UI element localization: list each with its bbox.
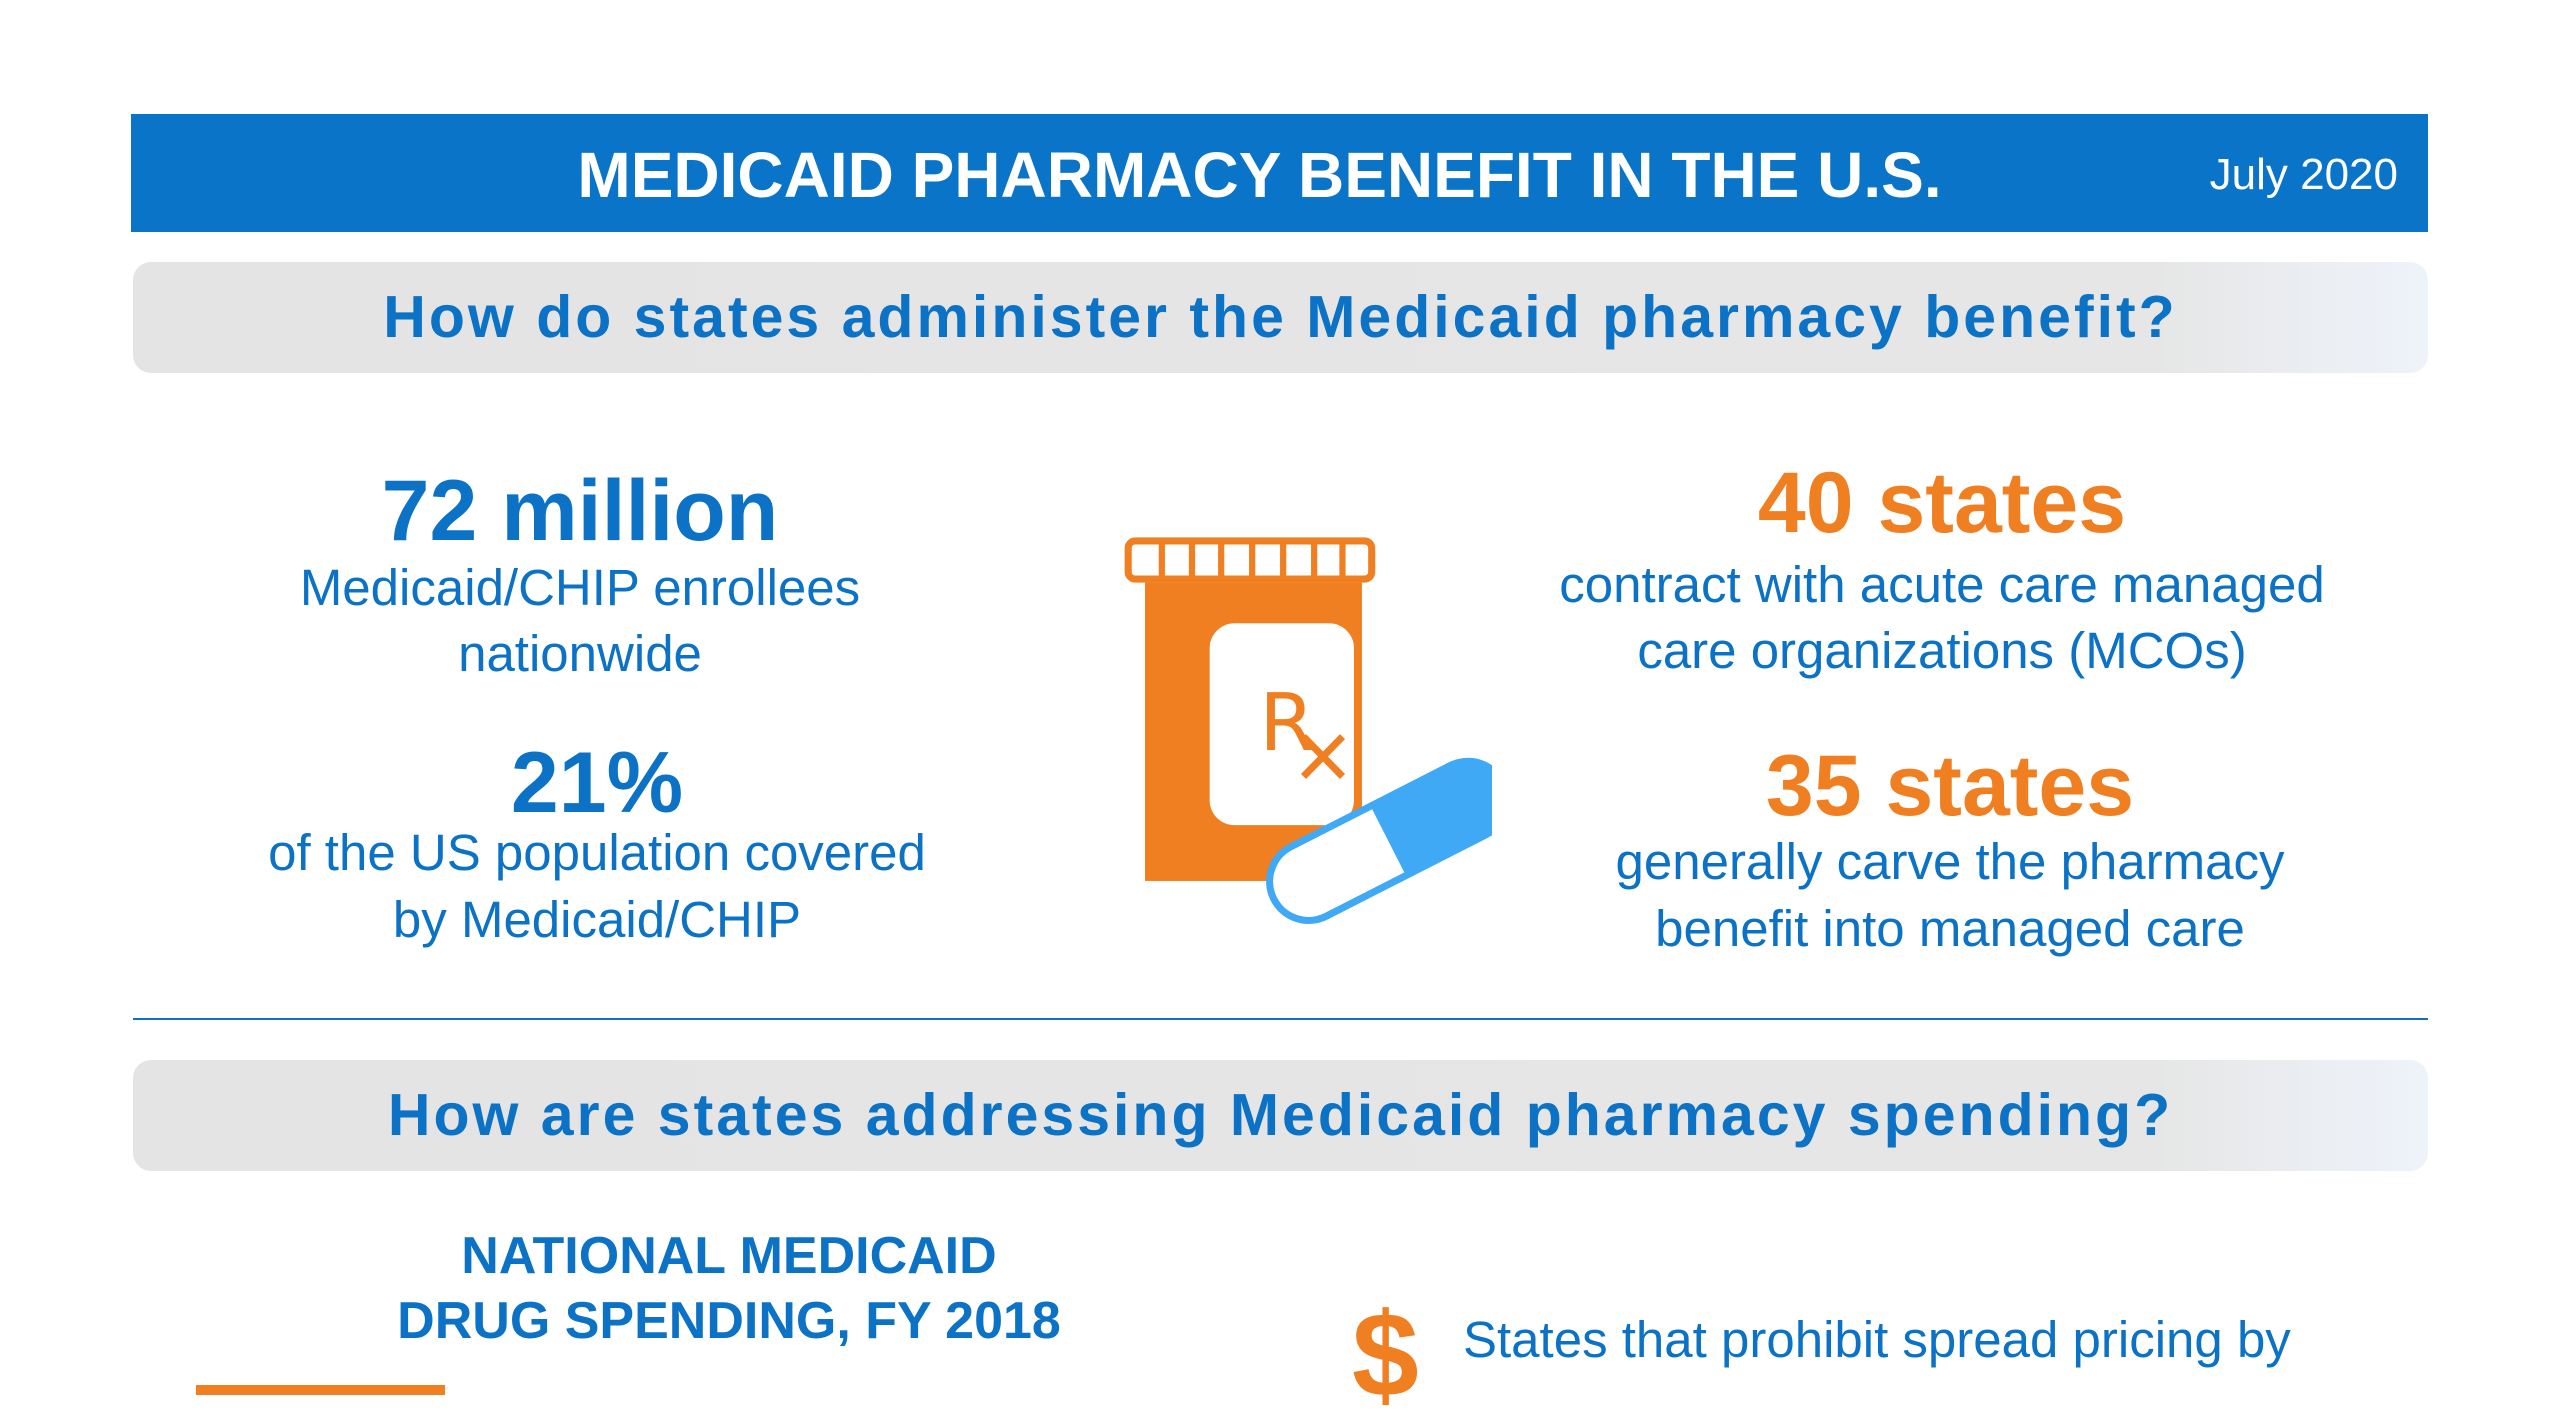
rx-label: R [1259,676,1314,769]
stat-enrollees-label-2: nationwide [458,625,702,682]
section-heading-text: How are states addressing Medicaid pharm… [387,1082,2174,1148]
stat-enrollees-value: 72 million [381,463,779,559]
publication-date: July 2020 [2209,150,2398,199]
section-divider [133,1018,2428,1020]
page-title: MEDICAID PHARMACY BENEFIT IN THE U.S. [577,139,1942,211]
stat-enrollees-label-1: Medicaid/CHIP enrollees [299,559,861,616]
section-heading-administer: How do states administer the Medicaid ph… [133,262,2428,373]
prescription-bottle-with-pill-icon: R [1124,537,1492,924]
section-heading-text: How do states administer the Medicaid ph… [383,284,2178,350]
stat-carve-in-states-label-2: benefit into managed care [1655,900,2245,957]
dollar-sign-icon: $ [1352,1288,1419,1422]
spending-bar [196,1385,445,1395]
stat-population-label-2: by Medicaid/CHIP [392,891,802,948]
stat-mco-states-value: 40 states [1757,455,2127,551]
stat-mco-states-label-1: contract with acute care managed [1559,556,2325,613]
spending-title-line-1: NATIONAL MEDICAID [461,1227,997,1285]
section-heading-spending: How are states addressing Medicaid pharm… [133,1060,2428,1171]
stat-population-value: 21% [510,735,684,831]
header-bar: MEDICAID PHARMACY BENEFIT IN THE U.S. Ju… [131,114,2428,232]
spending-title-line-2: DRUG SPENDING, FY 2018 [397,1292,1061,1350]
stat-population-label-1: of the US population covered [268,824,926,881]
spread-pricing-text: States that prohibit spread pricing by [1463,1311,2291,1368]
stat-carve-in-states-label-1: generally carve the pharmacy [1615,833,2285,890]
stat-carve-in-states-value: 35 states [1765,738,2135,834]
stat-mco-states-label-2: care organizations (MCOs) [1637,622,2247,679]
